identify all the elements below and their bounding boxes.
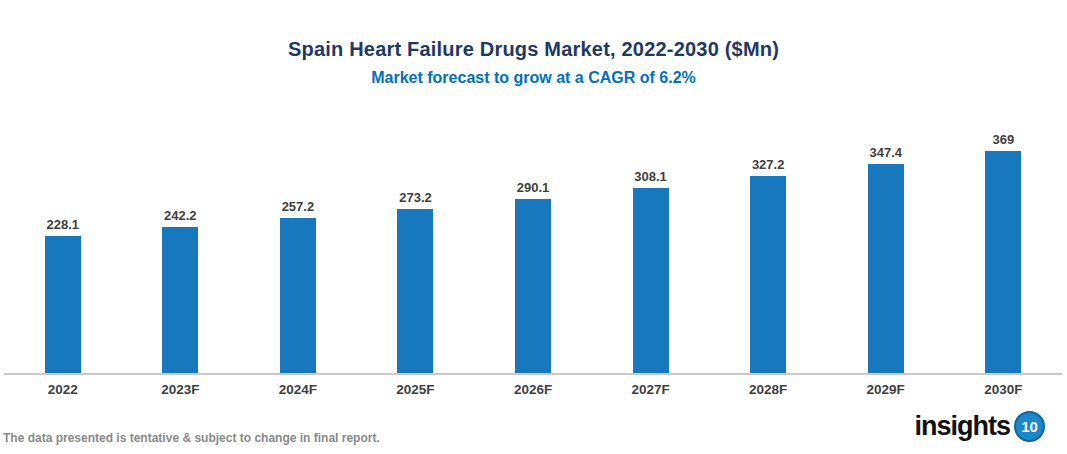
bar bbox=[515, 199, 551, 374]
bar-value-label: 290.1 bbox=[517, 180, 550, 195]
bar-value-label: 242.2 bbox=[164, 208, 197, 223]
insights10-logo: insights 10 bbox=[914, 411, 1045, 442]
bar-group: 290.1 bbox=[474, 180, 592, 374]
x-axis-tick-label: 2028F bbox=[709, 375, 827, 397]
x-axis-tick-label: 2025F bbox=[357, 375, 475, 397]
bar-group: 273.2 bbox=[357, 190, 475, 373]
x-axis-labels: 20222023F2024F2025F2026F2027F2028F2029F2… bbox=[4, 375, 1062, 397]
bar-group: 228.1 bbox=[4, 217, 122, 373]
chart-subtitle: Market forecast to grow at a CAGR of 6.2… bbox=[0, 69, 1067, 87]
bar-group: 242.2 bbox=[122, 208, 240, 373]
x-axis-tick-label: 2022 bbox=[4, 375, 122, 397]
logo-text: insights bbox=[914, 413, 1010, 440]
bar-value-label: 347.4 bbox=[869, 145, 902, 160]
chart-page: Spain Heart Failure Drugs Market, 2022-2… bbox=[0, 0, 1067, 454]
bar-chart: 228.1 242.2 257.2 273.2 290.1 308.1 327.2 347.4… bbox=[4, 110, 1062, 397]
chart-title: Spain Heart Failure Drugs Market, 2022-2… bbox=[0, 38, 1067, 61]
bar-value-label: 308.1 bbox=[634, 169, 667, 184]
bar bbox=[45, 236, 81, 373]
bar-group: 257.2 bbox=[239, 199, 357, 373]
bar bbox=[633, 188, 669, 373]
bar bbox=[868, 164, 904, 373]
bar-group: 327.2 bbox=[709, 157, 827, 373]
logo-badge: 10 bbox=[1014, 411, 1045, 442]
plot-area: 228.1 242.2 257.2 273.2 290.1 308.1 327.2 347.4… bbox=[4, 110, 1062, 373]
x-axis-tick-label: 2029F bbox=[827, 375, 945, 397]
bar bbox=[750, 176, 786, 373]
bar bbox=[985, 151, 1021, 373]
bar-value-label: 273.2 bbox=[399, 190, 432, 205]
bar-value-label: 257.2 bbox=[282, 199, 315, 214]
bar bbox=[162, 227, 198, 373]
bar-group: 308.1 bbox=[592, 169, 710, 373]
bar-value-label: 369 bbox=[992, 132, 1014, 147]
x-axis-tick-label: 2030F bbox=[945, 375, 1063, 397]
bar-value-label: 228.1 bbox=[47, 217, 80, 232]
bar-group: 369 bbox=[945, 132, 1063, 373]
bar-value-label: 327.2 bbox=[752, 157, 785, 172]
disclaimer-text: The data presented is tentative & subjec… bbox=[3, 431, 380, 445]
x-axis-tick-label: 2023F bbox=[122, 375, 240, 397]
bar bbox=[280, 218, 316, 373]
x-axis-tick-label: 2027F bbox=[592, 375, 710, 397]
x-axis-tick-label: 2026F bbox=[474, 375, 592, 397]
bar bbox=[397, 209, 433, 373]
chart-header: Spain Heart Failure Drugs Market, 2022-2… bbox=[0, 38, 1067, 87]
x-axis-tick-label: 2024F bbox=[239, 375, 357, 397]
bar-group: 347.4 bbox=[827, 145, 945, 373]
